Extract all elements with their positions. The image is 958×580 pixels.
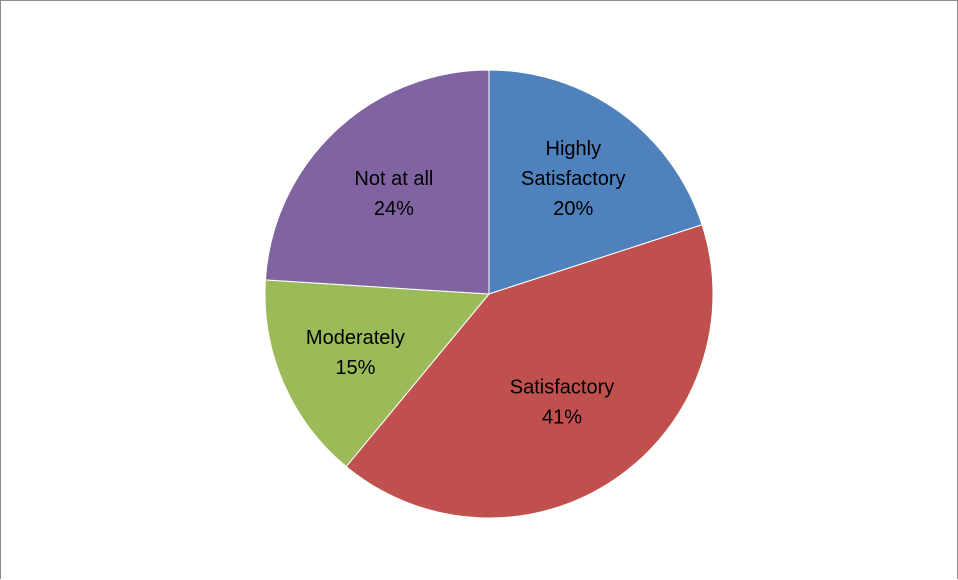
percent-label: 15% (335, 357, 375, 379)
pie-slice-satisfactory (345, 224, 714, 519)
category-label: Highly (546, 138, 602, 160)
percent-label: 20% (553, 198, 593, 220)
category-label: Moderately (306, 327, 405, 349)
pie-slice-moderately (264, 279, 491, 468)
category-label: Not at all (354, 168, 433, 190)
pie-slices (264, 69, 714, 519)
percent-label: 41% (542, 407, 582, 429)
category-label: Satisfactory (521, 168, 625, 190)
data-label-not-at-all: Not at all 24% (354, 168, 433, 220)
pie-slice-not-at-all (264, 69, 490, 295)
category-label: Satisfactory (510, 377, 614, 399)
pie-labels: Highly Satisfactory 20% Satisfactory 41% Mode… (306, 138, 626, 429)
pie-slice-highly-satisfactory (488, 69, 703, 295)
data-label-highly-satisfactory: Highly Satisfactory 20% (521, 138, 625, 220)
percent-label: 24% (374, 198, 414, 220)
data-label-moderately: Moderately 15% (306, 327, 405, 379)
data-label-satisfactory: Satisfactory 41% (510, 377, 614, 429)
